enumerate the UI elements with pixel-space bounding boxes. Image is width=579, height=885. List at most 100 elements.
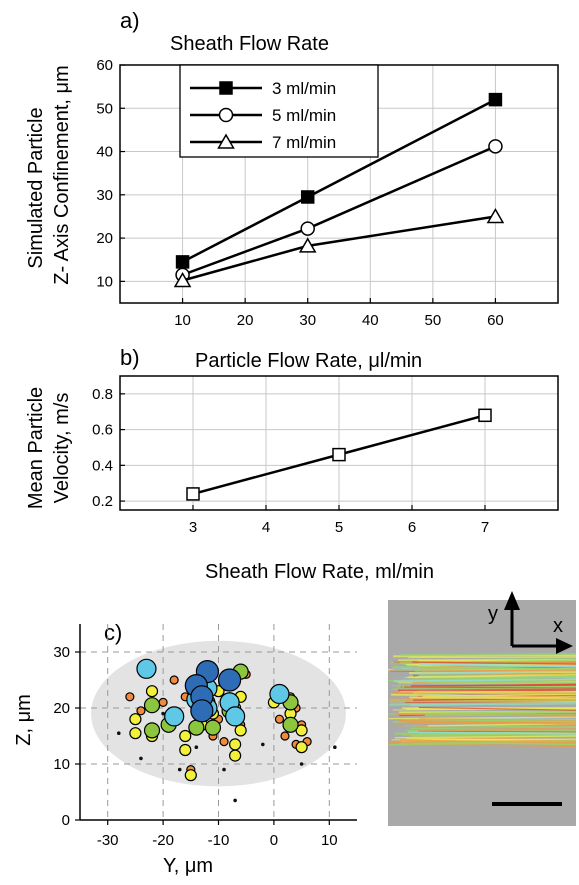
particle-track [411,675,576,681]
particle-track [403,719,576,724]
chart-a-series [173,92,505,288]
panel-label-c: c) [104,620,122,645]
data-point-s0-1 [332,447,346,462]
particle-point-46 [229,749,242,762]
x-tick-label: -30 [97,832,119,849]
y-tick-label: 20 [53,700,70,717]
particle-point-63 [282,716,299,733]
y-tick-label: 0.2 [92,493,113,510]
particle-track [412,661,576,665]
data-point-s2-0 [173,271,192,288]
legend-label-1: 5 ml/min [272,106,336,125]
particle-point-51 [295,741,308,754]
particle-point-70 [225,706,246,727]
particle-point-10 [333,745,337,749]
legend-marker-1 [218,107,234,123]
particle-track [389,699,576,703]
image-d-tracks [388,653,576,748]
data-point-s2-2 [486,207,505,224]
x-tick-label: 10 [174,312,191,329]
image-d-axis-x-arrowhead [556,638,573,654]
legend-label-2: 7 ml/min [272,133,336,152]
particle-track [407,673,576,679]
y-tick-label: 0.8 [92,386,113,403]
chart-a-legend: 3 ml/min 5 ml/min 7 ml/min [179,64,379,158]
y-tick-label: 0 [62,812,70,829]
y-tick-label: 60 [96,57,113,74]
particle-track [418,706,576,711]
image-d-axis-y-label: y [488,603,498,625]
particle-track [422,693,576,698]
particle-point-22 [219,736,229,747]
chart-a: Sheath Flow Rate 10 20 30 40 50 60 10 20 30 40 50 6… [25,33,559,372]
chart-a-ylabel-line2: Z- Axis Confinement, μm [51,65,73,284]
particle-track [414,733,576,736]
chart-b-xlabel: Sheath Flow Rate, ml/min [205,561,434,583]
particle-point-27 [280,731,290,741]
particle-point-65 [164,706,185,727]
data-point-s2-1 [298,237,317,253]
particle-point-35 [129,713,142,726]
data-point-s0-1 [300,190,315,204]
particle-point-75 [217,668,242,692]
data-point-s1-1 [300,221,315,236]
data-point-s0-0 [186,487,200,501]
particle-point-15 [169,675,179,685]
y-tick-label: 40 [96,144,113,161]
image-d-axis-y-arrowhead [504,591,520,610]
particle-point-11 [299,762,304,766]
chart-c-axes: -30 -20 -10 0 10 0 10 20 30 [53,624,357,849]
y-tick-label: 50 [96,100,113,117]
x-tick-label: 40 [362,312,379,329]
y-tick-label: 30 [53,644,70,661]
x-tick-label: 3 [189,519,197,536]
data-point-s0-2 [488,92,503,107]
panel-label-a: a) [120,8,140,33]
particle-track [419,662,576,668]
series-line-2 [182,215,496,282]
x-tick-label: 50 [425,312,442,329]
particle-point-47 [184,769,197,782]
x-tick-label: 10 [321,832,338,849]
chart-b-axes: 3 4 5 6 7 0.2 0.4 0.6 0.8 [92,375,559,536]
particle-point-12 [125,692,135,702]
data-point-s1-2 [488,139,503,154]
series-line-1 [182,145,496,277]
x-tick-label: 6 [408,519,416,536]
particle-track [412,670,576,675]
chart-b-ylabel-line2: Velocity, m/s [51,393,73,504]
image-d-axis-x-label: x [553,615,563,637]
particle-point-71 [269,683,290,705]
particle-track [425,713,576,717]
y-tick-label: 30 [96,187,113,204]
particle-point-39 [179,729,192,743]
particle-track [417,729,576,732]
particle-track [425,681,576,684]
x-tick-label: 4 [262,519,270,536]
chart-c-grid [80,624,357,820]
data-point-s0-0 [175,255,190,269]
particle-point-5 [194,745,199,749]
particle-point-3 [161,711,165,716]
particle-point-56 [143,697,161,714]
image-d-microscopy: y x [388,591,576,826]
particle-point-2 [139,756,143,761]
particle-track [418,718,576,721]
y-tick-label: 10 [96,273,113,290]
x-tick-label: 7 [481,519,489,536]
particle-point-13 [136,706,146,716]
y-tick-label: 0.4 [92,457,113,474]
plot-frame [119,375,559,511]
x-tick-label: 60 [487,312,504,329]
particle-track [393,654,576,658]
chart-b-series [186,408,492,501]
y-tick-label: 20 [96,230,113,247]
particle-point-6 [222,767,226,772]
particle-point-61 [204,719,222,736]
particle-track [391,738,576,741]
particle-track [424,711,576,716]
chart-a-xlabel: Particle Flow Rate, μl/min [195,350,422,372]
chart-c-points [116,658,337,803]
chart-b-ylabel-line1: Mean Particle [25,387,47,509]
